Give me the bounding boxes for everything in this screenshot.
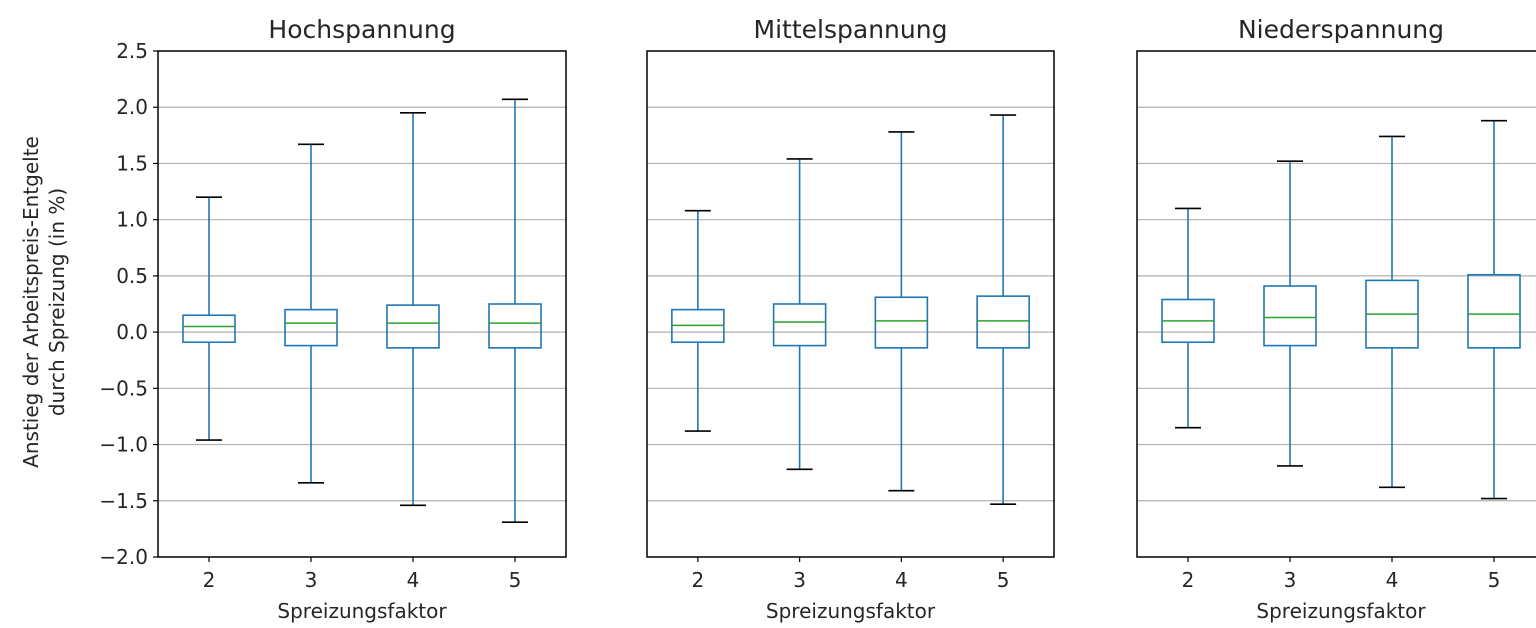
box-3 <box>772 158 827 471</box>
x-tick-label: 4 <box>1386 568 1399 592</box>
y-tick-label: 0.5 <box>116 264 148 288</box>
y-tick-label: −0.5 <box>99 376 148 400</box>
box-4 <box>874 131 929 492</box>
y-tick-label: 2.0 <box>116 95 148 119</box>
panel-3: Niederspannung 2 3 4 5 Spreizungsfaktor <box>1136 15 1536 623</box>
x-tick-label: 3 <box>305 568 318 592</box>
panel-title: Mittelspannung <box>754 15 948 44</box>
box-2 <box>182 196 236 441</box>
iqr-box <box>874 296 929 349</box>
iqr-box <box>772 303 827 347</box>
x-tick-label: 5 <box>1488 568 1501 592</box>
x-tick-label: 4 <box>895 568 908 592</box>
box-4 <box>1365 135 1419 489</box>
y-tick-label: 0.0 <box>116 320 148 344</box>
x-tick-label: 2 <box>1182 568 1195 592</box>
box-5 <box>488 98 542 523</box>
panel-title: Hochspannung <box>268 15 455 44</box>
box-2 <box>671 209 725 432</box>
box-2 <box>1161 207 1215 429</box>
box-5 <box>976 114 1030 505</box>
iqr-box <box>976 295 1030 349</box>
y-tick-label: 2.5 <box>116 39 148 63</box>
iqr-box <box>488 303 542 349</box>
panel-1: Hochspannung 2 3 4 5 Spreizungsfaktor <box>157 15 567 623</box>
x-axis-label: Spreizungsfaktor <box>1256 599 1426 623</box>
y-tick-label: −2.0 <box>99 545 148 569</box>
box-4 <box>386 112 440 507</box>
x-tick-label: 2 <box>203 568 216 592</box>
box-3 <box>1263 160 1317 467</box>
x-axis-label: Spreizungsfaktor <box>277 599 447 623</box>
plot-frame <box>1136 50 1536 558</box>
x-tick-label: 5 <box>509 568 522 592</box>
x-tick-label: 3 <box>793 568 806 592</box>
iqr-box <box>1263 285 1317 347</box>
iqr-box <box>386 304 440 349</box>
plot-frame <box>157 50 567 558</box>
y-tick-label: −1.5 <box>99 489 148 513</box>
box-5 <box>1467 119 1521 500</box>
y-axis-label: Anstieg der Arbeitspreis-Entgelte durch … <box>19 136 69 468</box>
plot-frame <box>646 50 1055 558</box>
y-tick-label: 1.5 <box>116 151 148 175</box>
iqr-box <box>1467 273 1521 349</box>
x-axis-label: Spreizungsfaktor <box>766 599 936 623</box>
panel-2: Mittelspannung 2 3 4 5 Spreizungsfaktor <box>646 15 1055 623</box>
panel-title: Niederspannung <box>1238 15 1444 44</box>
y-axis-label-line-1: Anstieg der Arbeitspreis-Entgelte <box>19 136 43 468</box>
y-axis-label-line-2: durch Spreizung (in %) <box>45 188 69 416</box>
y-tick-label: 1.0 <box>116 208 148 232</box>
iqr-box <box>182 314 236 344</box>
iqr-box <box>284 308 338 347</box>
box-3 <box>284 143 338 484</box>
x-tick-label: 4 <box>407 568 420 592</box>
x-tick-label: 5 <box>997 568 1010 592</box>
y-tick-label: −1.0 <box>99 433 148 457</box>
y-tick-labels: 2.5 2.0 1.5 1.0 0.5 0.0 −0.5 −1.0 −1.5 −2.0 <box>99 39 158 569</box>
x-tick-label: 2 <box>692 568 705 592</box>
x-tick-label: 3 <box>1284 568 1297 592</box>
